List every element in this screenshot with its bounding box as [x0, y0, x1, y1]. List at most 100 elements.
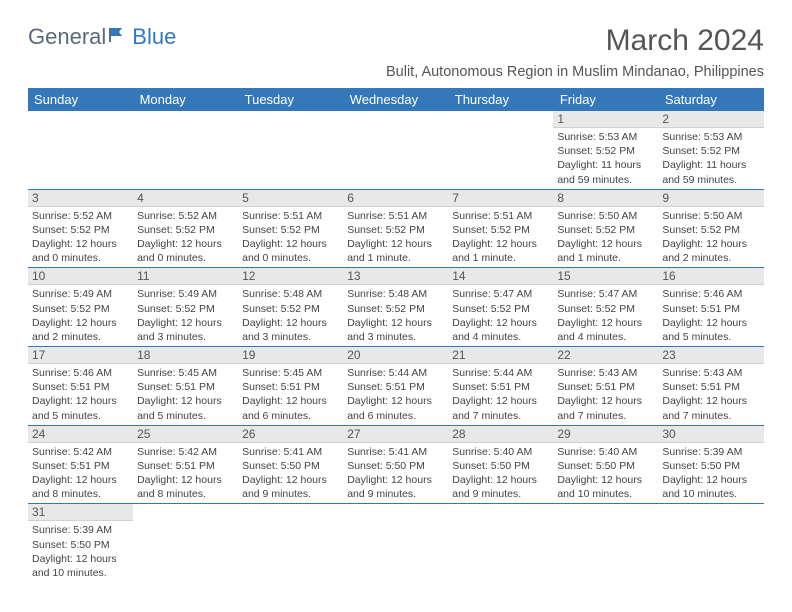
- day-number: 7: [448, 190, 553, 207]
- day-details: Sunrise: 5:43 AMSunset: 5:51 PMDaylight:…: [553, 364, 658, 425]
- calendar-cell-empty: [553, 504, 658, 582]
- calendar-cell: 20Sunrise: 5:44 AMSunset: 5:51 PMDayligh…: [343, 347, 448, 426]
- day-number: 18: [133, 347, 238, 364]
- flag-icon: [108, 24, 130, 50]
- calendar-row: 3Sunrise: 5:52 AMSunset: 5:52 PMDaylight…: [28, 189, 764, 268]
- calendar-cell: 25Sunrise: 5:42 AMSunset: 5:51 PMDayligh…: [133, 425, 238, 504]
- calendar-cell: 23Sunrise: 5:43 AMSunset: 5:51 PMDayligh…: [658, 347, 763, 426]
- calendar-cell: 30Sunrise: 5:39 AMSunset: 5:50 PMDayligh…: [658, 425, 763, 504]
- calendar-cell: 24Sunrise: 5:42 AMSunset: 5:51 PMDayligh…: [28, 425, 133, 504]
- day-details: Sunrise: 5:41 AMSunset: 5:50 PMDaylight:…: [238, 443, 343, 504]
- calendar-cell: 16Sunrise: 5:46 AMSunset: 5:51 PMDayligh…: [658, 268, 763, 347]
- calendar-cell: 10Sunrise: 5:49 AMSunset: 5:52 PMDayligh…: [28, 268, 133, 347]
- day-details: Sunrise: 5:53 AMSunset: 5:52 PMDaylight:…: [553, 128, 658, 189]
- weekday-header: Thursday: [448, 88, 553, 111]
- day-number: 15: [553, 268, 658, 285]
- logo: General Blue: [28, 24, 176, 50]
- calendar-cell: 8Sunrise: 5:50 AMSunset: 5:52 PMDaylight…: [553, 189, 658, 268]
- day-details: Sunrise: 5:43 AMSunset: 5:51 PMDaylight:…: [658, 364, 763, 425]
- day-number: 21: [448, 347, 553, 364]
- calendar-row: 10Sunrise: 5:49 AMSunset: 5:52 PMDayligh…: [28, 268, 764, 347]
- day-details: Sunrise: 5:42 AMSunset: 5:51 PMDaylight:…: [28, 443, 133, 504]
- day-details: Sunrise: 5:52 AMSunset: 5:52 PMDaylight:…: [133, 207, 238, 268]
- day-details: Sunrise: 5:51 AMSunset: 5:52 PMDaylight:…: [238, 207, 343, 268]
- calendar-cell: 2Sunrise: 5:53 AMSunset: 5:52 PMDaylight…: [658, 111, 763, 189]
- weekday-header: Friday: [553, 88, 658, 111]
- calendar-head: SundayMondayTuesdayWednesdayThursdayFrid…: [28, 88, 764, 111]
- calendar-cell: 18Sunrise: 5:45 AMSunset: 5:51 PMDayligh…: [133, 347, 238, 426]
- calendar-cell: 13Sunrise: 5:48 AMSunset: 5:52 PMDayligh…: [343, 268, 448, 347]
- calendar-cell: 31Sunrise: 5:39 AMSunset: 5:50 PMDayligh…: [28, 504, 133, 582]
- calendar-cell: 7Sunrise: 5:51 AMSunset: 5:52 PMDaylight…: [448, 189, 553, 268]
- calendar-cell: 26Sunrise: 5:41 AMSunset: 5:50 PMDayligh…: [238, 425, 343, 504]
- logo-text-blue: Blue: [132, 24, 176, 50]
- day-number: 14: [448, 268, 553, 285]
- day-number: 31: [28, 504, 133, 521]
- calendar-cell: 28Sunrise: 5:40 AMSunset: 5:50 PMDayligh…: [448, 425, 553, 504]
- calendar-cell: 3Sunrise: 5:52 AMSunset: 5:52 PMDaylight…: [28, 189, 133, 268]
- day-number: 25: [133, 426, 238, 443]
- weekday-header: Tuesday: [238, 88, 343, 111]
- weekday-header: Monday: [133, 88, 238, 111]
- day-number: 8: [553, 190, 658, 207]
- calendar-cell: 12Sunrise: 5:48 AMSunset: 5:52 PMDayligh…: [238, 268, 343, 347]
- day-number: 29: [553, 426, 658, 443]
- calendar-cell: 29Sunrise: 5:40 AMSunset: 5:50 PMDayligh…: [553, 425, 658, 504]
- calendar-cell-empty: [133, 504, 238, 582]
- day-number: 4: [133, 190, 238, 207]
- day-details: Sunrise: 5:48 AMSunset: 5:52 PMDaylight:…: [343, 285, 448, 346]
- calendar-cell: 4Sunrise: 5:52 AMSunset: 5:52 PMDaylight…: [133, 189, 238, 268]
- calendar-body: 1Sunrise: 5:53 AMSunset: 5:52 PMDaylight…: [28, 111, 764, 582]
- day-number: 30: [658, 426, 763, 443]
- day-details: Sunrise: 5:39 AMSunset: 5:50 PMDaylight:…: [28, 521, 133, 582]
- calendar-row: 24Sunrise: 5:42 AMSunset: 5:51 PMDayligh…: [28, 425, 764, 504]
- day-details: Sunrise: 5:49 AMSunset: 5:52 PMDaylight:…: [28, 285, 133, 346]
- day-number: 16: [658, 268, 763, 285]
- day-number: 24: [28, 426, 133, 443]
- day-number: 5: [238, 190, 343, 207]
- day-details: Sunrise: 5:53 AMSunset: 5:52 PMDaylight:…: [658, 128, 763, 189]
- calendar-cell: 21Sunrise: 5:44 AMSunset: 5:51 PMDayligh…: [448, 347, 553, 426]
- page-title: March 2024: [606, 24, 764, 58]
- day-details: Sunrise: 5:50 AMSunset: 5:52 PMDaylight:…: [553, 207, 658, 268]
- title-block: March 2024: [606, 24, 764, 60]
- day-details: Sunrise: 5:52 AMSunset: 5:52 PMDaylight:…: [28, 207, 133, 268]
- calendar-cell-empty: [133, 111, 238, 189]
- day-details: Sunrise: 5:45 AMSunset: 5:51 PMDaylight:…: [133, 364, 238, 425]
- calendar-cell-empty: [343, 111, 448, 189]
- day-number: 12: [238, 268, 343, 285]
- day-details: Sunrise: 5:45 AMSunset: 5:51 PMDaylight:…: [238, 364, 343, 425]
- day-details: Sunrise: 5:51 AMSunset: 5:52 PMDaylight:…: [448, 207, 553, 268]
- day-number: 20: [343, 347, 448, 364]
- day-details: Sunrise: 5:47 AMSunset: 5:52 PMDaylight:…: [553, 285, 658, 346]
- day-details: Sunrise: 5:49 AMSunset: 5:52 PMDaylight:…: [133, 285, 238, 346]
- day-details: Sunrise: 5:51 AMSunset: 5:52 PMDaylight:…: [343, 207, 448, 268]
- day-details: Sunrise: 5:48 AMSunset: 5:52 PMDaylight:…: [238, 285, 343, 346]
- day-number: 28: [448, 426, 553, 443]
- logo-text-general: General: [28, 24, 106, 50]
- day-number: 22: [553, 347, 658, 364]
- day-details: Sunrise: 5:44 AMSunset: 5:51 PMDaylight:…: [448, 364, 553, 425]
- calendar-cell: 22Sunrise: 5:43 AMSunset: 5:51 PMDayligh…: [553, 347, 658, 426]
- day-details: Sunrise: 5:40 AMSunset: 5:50 PMDaylight:…: [448, 443, 553, 504]
- calendar-table: SundayMondayTuesdayWednesdayThursdayFrid…: [28, 88, 764, 582]
- calendar-cell: 9Sunrise: 5:50 AMSunset: 5:52 PMDaylight…: [658, 189, 763, 268]
- day-number: 6: [343, 190, 448, 207]
- day-details: Sunrise: 5:47 AMSunset: 5:52 PMDaylight:…: [448, 285, 553, 346]
- calendar-cell: 17Sunrise: 5:46 AMSunset: 5:51 PMDayligh…: [28, 347, 133, 426]
- calendar-row: 31Sunrise: 5:39 AMSunset: 5:50 PMDayligh…: [28, 504, 764, 582]
- day-details: Sunrise: 5:46 AMSunset: 5:51 PMDaylight:…: [28, 364, 133, 425]
- day-number: 17: [28, 347, 133, 364]
- day-number: 27: [343, 426, 448, 443]
- day-number: 9: [658, 190, 763, 207]
- calendar-cell-empty: [658, 504, 763, 582]
- calendar-cell: 14Sunrise: 5:47 AMSunset: 5:52 PMDayligh…: [448, 268, 553, 347]
- location-subtitle: Bulit, Autonomous Region in Muslim Minda…: [28, 64, 764, 80]
- weekday-header: Wednesday: [343, 88, 448, 111]
- weekday-header: Sunday: [28, 88, 133, 111]
- calendar-cell-empty: [238, 504, 343, 582]
- day-number: 23: [658, 347, 763, 364]
- day-details: Sunrise: 5:42 AMSunset: 5:51 PMDaylight:…: [133, 443, 238, 504]
- day-number: 3: [28, 190, 133, 207]
- day-number: 13: [343, 268, 448, 285]
